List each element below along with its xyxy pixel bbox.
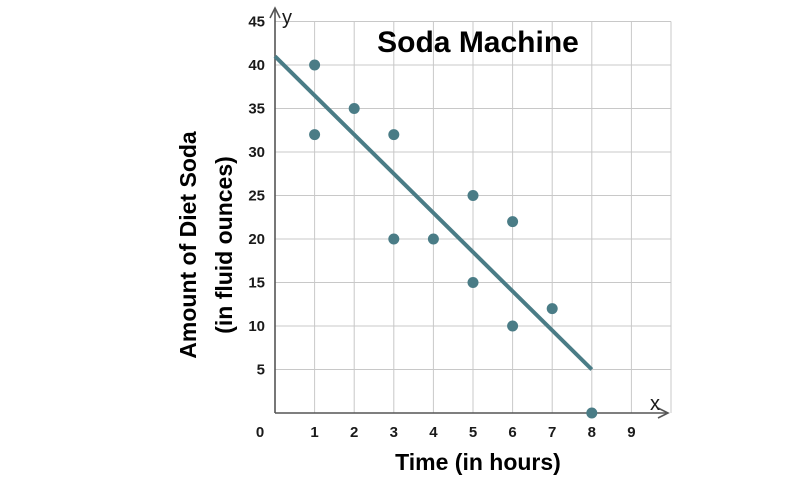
data-points — [309, 59, 598, 419]
x-tick-label: 6 — [508, 424, 516, 441]
x-tick-label: 7 — [548, 424, 556, 441]
y-tick-label: 5 — [257, 362, 265, 379]
data-point — [388, 233, 400, 245]
x-tick-label: 5 — [469, 424, 477, 441]
y-tick-label: 40 — [248, 57, 265, 74]
y-axis-arrow — [269, 6, 281, 19]
y-tick-label: 10 — [248, 318, 265, 335]
trend-line-group — [273, 54, 594, 371]
y-axis-title-line2: (in fluid ounces) — [211, 156, 237, 334]
data-point — [309, 129, 321, 141]
origin-label: 0 — [256, 424, 264, 441]
data-point — [507, 320, 519, 332]
x-axis-letter: x — [650, 393, 660, 415]
data-point — [546, 303, 558, 315]
x-tick-label: 9 — [627, 424, 635, 441]
data-point — [348, 103, 360, 114]
x-tick-label: 3 — [390, 424, 398, 441]
y-tick-label: 25 — [248, 188, 265, 205]
x-tick-label: 4 — [429, 424, 438, 441]
grid — [275, 21, 672, 413]
data-point — [467, 190, 479, 201]
y-tick-label: 20 — [248, 231, 265, 248]
x-axis-title: Time (in hours) — [395, 449, 561, 475]
chart-title: Soda Machine — [377, 26, 579, 59]
y-tick-label: 45 — [248, 14, 265, 31]
axes — [269, 6, 670, 419]
x-tick-label: 1 — [310, 424, 318, 441]
data-point — [309, 59, 321, 71]
x-axis-arrow — [657, 407, 670, 419]
y-tick-label: 15 — [248, 275, 265, 292]
x-tick-label: 2 — [350, 424, 358, 441]
data-point — [467, 277, 479, 288]
y-tick-label: 30 — [248, 144, 265, 161]
data-point — [388, 129, 400, 141]
x-tick-label: 8 — [588, 424, 596, 441]
data-point — [586, 407, 598, 419]
y-tick-label: 35 — [248, 101, 265, 118]
y-axis-title-line1: Amount of Diet Soda — [175, 131, 201, 359]
y-axis-letter: y — [282, 7, 292, 29]
trend-line — [273, 54, 594, 371]
data-point — [507, 216, 519, 228]
data-point — [427, 233, 439, 245]
